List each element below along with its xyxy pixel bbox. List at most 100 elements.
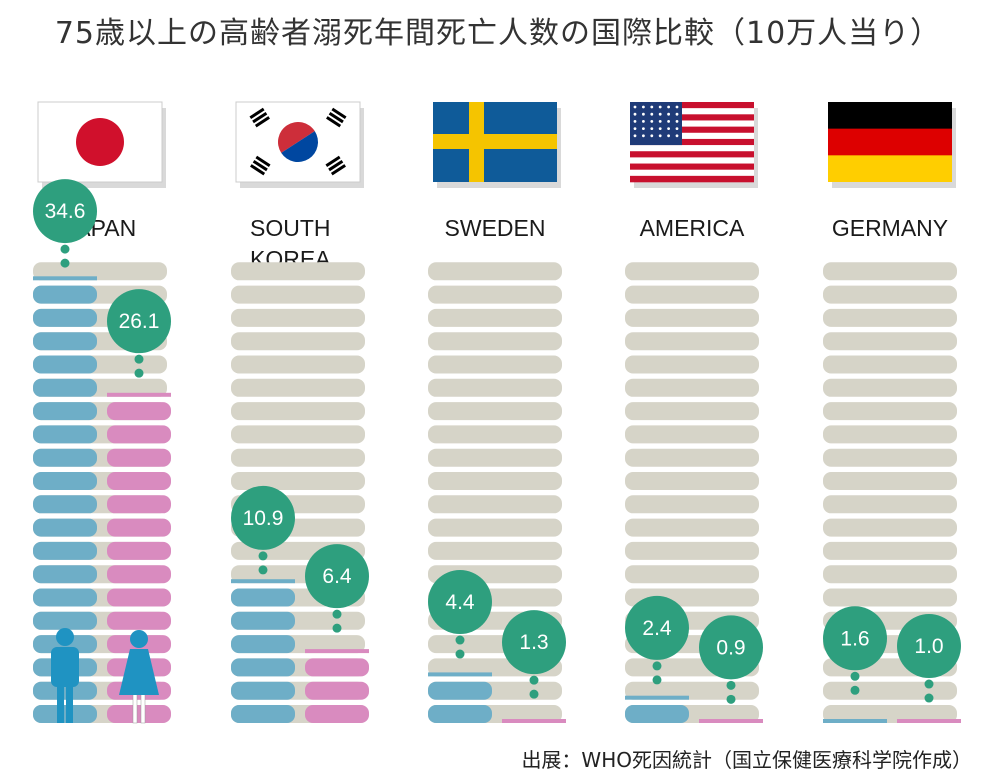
row-track bbox=[823, 705, 957, 723]
male-bar-segment bbox=[231, 681, 295, 700]
flag-stripe bbox=[630, 157, 754, 164]
value-pointer-dot bbox=[258, 565, 268, 575]
value-pointer-dot bbox=[332, 609, 342, 619]
male-bar-segment bbox=[823, 719, 887, 723]
row-track bbox=[625, 285, 759, 304]
male-bar-segment bbox=[231, 579, 295, 584]
row-track bbox=[231, 378, 365, 397]
row-track bbox=[625, 448, 759, 467]
female-bar-segment bbox=[305, 658, 369, 677]
flag-star bbox=[650, 134, 654, 138]
flag-stripe bbox=[630, 145, 754, 152]
male-figure bbox=[51, 628, 79, 723]
flag-stripe bbox=[630, 114, 754, 121]
figure-leg bbox=[140, 692, 146, 724]
row-track bbox=[823, 285, 957, 304]
row-track bbox=[231, 355, 365, 374]
row-track bbox=[625, 425, 759, 444]
value-pointer-dot bbox=[60, 258, 70, 268]
flag-star bbox=[642, 105, 645, 109]
male-bar-segment bbox=[625, 705, 689, 723]
flag-cross-horizontal bbox=[433, 134, 557, 149]
row-track bbox=[428, 495, 562, 514]
flag-star bbox=[642, 134, 645, 138]
row-track bbox=[231, 448, 365, 467]
value-pointer-dot bbox=[455, 649, 465, 659]
male-bar-segment bbox=[33, 518, 97, 537]
flag-jp bbox=[37, 101, 166, 188]
flag-trigram-bar bbox=[326, 116, 342, 128]
flag-taeguk-blue bbox=[281, 131, 318, 162]
row-track bbox=[625, 262, 759, 281]
row-track bbox=[428, 541, 562, 560]
female-bar-segment bbox=[107, 472, 171, 490]
row-track bbox=[231, 402, 365, 421]
male-bar-segment bbox=[33, 588, 97, 607]
male-bar-segment bbox=[33, 681, 97, 700]
female-bar-segment bbox=[305, 649, 369, 654]
flag-stripe bbox=[630, 151, 754, 158]
female-figure bbox=[119, 630, 159, 724]
row-track bbox=[823, 332, 957, 351]
value-label: 1.0 bbox=[914, 635, 943, 658]
female-bar-segment bbox=[107, 392, 171, 397]
value-bubble bbox=[107, 289, 171, 354]
value-label: 1.6 bbox=[840, 627, 869, 650]
male-bar-segment bbox=[33, 611, 97, 630]
flag-trigram-bar bbox=[331, 107, 347, 120]
value-pointer-dot bbox=[924, 679, 934, 689]
female-bar-segment bbox=[107, 518, 171, 537]
flag-star bbox=[667, 120, 670, 123]
value-label: 6.4 bbox=[322, 565, 352, 588]
flag-star bbox=[642, 127, 645, 130]
value-bubble bbox=[699, 615, 763, 680]
value-label: 1.3 bbox=[519, 631, 548, 654]
value-label: 26.1 bbox=[119, 310, 160, 333]
figure-dress bbox=[119, 649, 159, 695]
country-label: GERMANY bbox=[832, 215, 948, 241]
flag-star bbox=[658, 120, 662, 123]
value-bubble bbox=[625, 595, 689, 660]
row-track bbox=[823, 541, 957, 560]
row-track bbox=[625, 332, 759, 351]
row-track bbox=[823, 472, 957, 490]
row-track bbox=[625, 518, 759, 537]
row-track bbox=[823, 402, 957, 421]
flag-trigram bbox=[325, 155, 346, 176]
flag-trigram bbox=[326, 107, 347, 128]
row-track bbox=[428, 378, 562, 397]
value-pointer-dot bbox=[455, 635, 465, 645]
flag-star bbox=[658, 112, 662, 116]
male-bar-segment bbox=[625, 695, 689, 700]
value-bubble bbox=[502, 610, 566, 675]
male-bar-segment bbox=[33, 495, 97, 514]
row-track bbox=[428, 332, 562, 351]
value-pointer-dot bbox=[134, 368, 144, 378]
female-bar-segment bbox=[305, 681, 369, 700]
value-pointer-dot bbox=[258, 551, 268, 561]
male-bar-segment bbox=[231, 705, 295, 723]
female-bar-segment bbox=[107, 402, 171, 421]
flag-star bbox=[675, 120, 679, 123]
male-bar-segment bbox=[33, 378, 97, 397]
flag-trigram-bar bbox=[254, 116, 270, 128]
row-track bbox=[428, 518, 562, 537]
figure-torso bbox=[51, 647, 79, 687]
flag-band-red bbox=[828, 128, 952, 156]
value-pointer-dot bbox=[652, 661, 662, 671]
flag-star bbox=[675, 127, 679, 130]
flag-trigram-bar bbox=[328, 159, 344, 172]
flag-stripe bbox=[630, 132, 754, 140]
value-bubble bbox=[428, 570, 492, 635]
row-track bbox=[428, 355, 562, 374]
row-track bbox=[823, 565, 957, 584]
flag-stripe bbox=[630, 120, 754, 127]
row-track bbox=[231, 425, 365, 444]
flag-field bbox=[37, 101, 163, 183]
flag-star bbox=[633, 120, 637, 123]
male-bar-segment bbox=[33, 705, 97, 723]
flag-star bbox=[633, 105, 637, 109]
flag-sun-disc bbox=[76, 118, 124, 166]
row-track bbox=[625, 378, 759, 397]
chart-title: 75歳以上の高齢者溺死年間死亡人数の国際比較（10万人当り） bbox=[54, 16, 942, 51]
